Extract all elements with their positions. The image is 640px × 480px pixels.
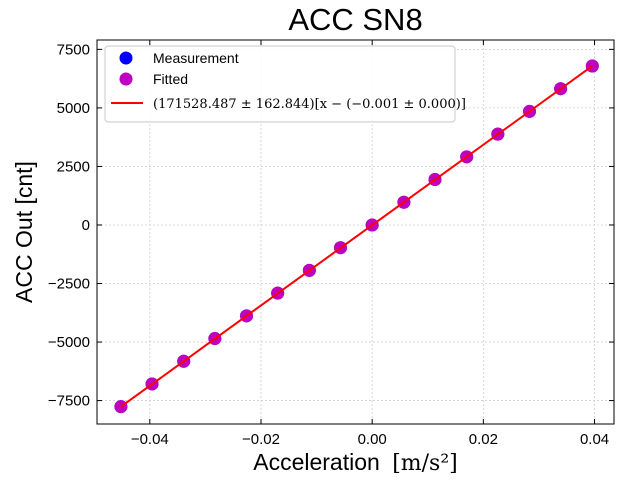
x-tick-label: 0.04 bbox=[580, 431, 609, 448]
legend-label-fit-equation: (171528.487 ± 162.844)[x − (−0.001 ± 0.0… bbox=[153, 97, 466, 112]
y-axis-label: ACC Out [cnt] bbox=[11, 161, 37, 303]
x-axis-label-text: Acceleration bbox=[253, 449, 380, 475]
x-axis-label: Acceleration [m/s²] bbox=[253, 449, 458, 476]
y-tick-label: 7500 bbox=[57, 41, 90, 58]
legend-marker-fitted bbox=[119, 72, 133, 86]
legend-box bbox=[104, 45, 456, 123]
legend-marker-measurement bbox=[119, 51, 133, 65]
x-tick-label: 0.02 bbox=[469, 431, 498, 448]
fit-line bbox=[120, 65, 593, 408]
legend-label-fitted: Fitted bbox=[153, 71, 188, 87]
axis-ticks: −0.04 −0.02 0.00 0.02 0.04 −7500 −5000 −2500 0 25… bbox=[48, 40, 614, 448]
x-tick-label: −0.04 bbox=[131, 431, 169, 448]
y-tick-label: 0 bbox=[82, 217, 90, 234]
legend: Measurement Fitted (171528.487 ± 162.844… bbox=[104, 45, 466, 123]
x-axis-unit: [m/s²] bbox=[392, 451, 458, 476]
fit-line-layer bbox=[120, 65, 593, 408]
y-tick-label: −7500 bbox=[48, 393, 90, 410]
chart-title: ACC SN8 bbox=[288, 2, 422, 37]
y-tick-label: 5000 bbox=[57, 100, 90, 117]
y-tick-label: −5000 bbox=[48, 334, 90, 351]
x-tick-label: 0.00 bbox=[358, 431, 387, 448]
y-tick-label: 2500 bbox=[57, 158, 90, 175]
x-tick-label: −0.02 bbox=[242, 431, 280, 448]
plot-frame bbox=[96, 39, 615, 425]
y-tick-label: −2500 bbox=[48, 276, 90, 293]
legend-label-measurement: Measurement bbox=[153, 50, 239, 66]
